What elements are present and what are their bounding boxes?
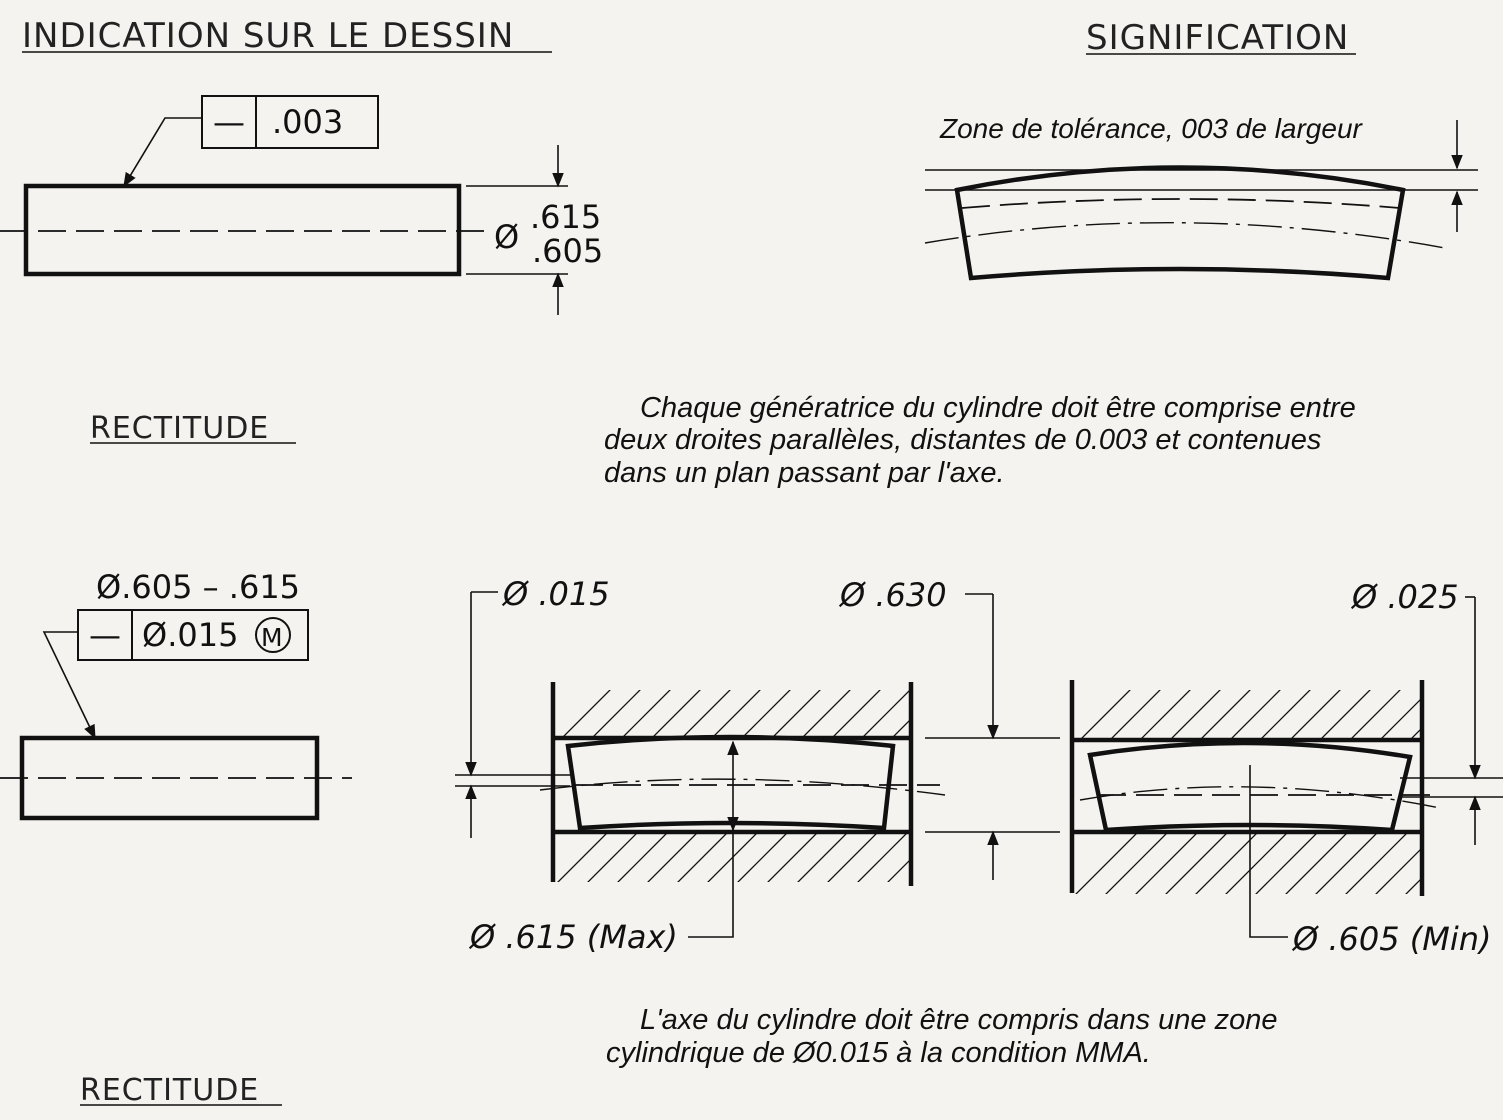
gauge-left-bent-part bbox=[565, 734, 896, 831]
gauge-right-hatch-bottom bbox=[1075, 832, 1422, 894]
s2-feature-control-frame: — Ø.015 M bbox=[77, 609, 309, 661]
gauge-left-part-axis bbox=[539, 778, 946, 796]
s2-size-label: Ø.605 – .615 bbox=[96, 568, 300, 606]
max-leader bbox=[688, 830, 734, 938]
s1-diameter-lower: .605 bbox=[532, 232, 603, 270]
straightness-symbol: — bbox=[213, 103, 245, 141]
gauge-left bbox=[539, 682, 946, 886]
gauge-diameter-label: Ø .630 bbox=[838, 576, 947, 614]
mmc-modifier-circle bbox=[255, 617, 291, 653]
gauge-right bbox=[1069, 680, 1441, 896]
s2-rectitude-label: RECTITUDE bbox=[80, 1073, 259, 1108]
s1-zone-label: Zone de tolérance, 003 de largeur bbox=[939, 113, 1364, 144]
s1-cylinder-part bbox=[23, 183, 462, 277]
s2-straightness-symbol: — bbox=[89, 616, 121, 654]
s1-description-line3: dans un plan passant par l'axe. bbox=[604, 457, 1005, 489]
s1-rectitude-label: RECTITUDE bbox=[90, 411, 269, 446]
s2-description-line2: cylindrique de Ø0.015 à la condition MMA… bbox=[606, 1037, 1151, 1069]
s2-tolerance-value: Ø.015 bbox=[142, 616, 238, 654]
s1-description-line1: Chaque génératrice du cylindre doit être… bbox=[640, 392, 1356, 424]
header-indication: INDICATION SUR LE DESSIN bbox=[22, 16, 514, 56]
mmc-modifier-letter: M bbox=[261, 623, 283, 652]
s1-description: Chaque génératrice du cylindre doit être… bbox=[604, 392, 1356, 489]
s2-leader-arrow bbox=[42, 631, 96, 740]
zone-min-diameter-label: Ø .025 bbox=[1350, 578, 1459, 616]
gauge-right-hatch-top bbox=[1081, 690, 1422, 738]
max-diameter-label: Ø .615 (Max) bbox=[468, 918, 678, 956]
min-leader bbox=[1249, 765, 1288, 938]
s1-leader-arrow bbox=[123, 117, 202, 188]
s1-description-line2: deux droites parallèles, distantes de 0.… bbox=[604, 424, 1321, 456]
zone-diameter-label: Ø .015 bbox=[501, 575, 610, 613]
header-signification: SIGNIFICATION bbox=[1086, 18, 1349, 58]
s1-tolerance-value: .003 bbox=[272, 103, 343, 141]
s2-description: L'axe du cylindre doit être compris dans… bbox=[606, 1004, 1277, 1069]
s1-meaning-dash bbox=[961, 198, 1401, 209]
s1-bent-axis bbox=[924, 221, 1446, 249]
s2-description-line1: L'axe du cylindre doit être compris dans… bbox=[640, 1004, 1277, 1036]
gauge-left-hatch-bottom bbox=[557, 832, 913, 882]
s1-diameter-symbol: Ø bbox=[494, 218, 519, 256]
s1-feature-control-frame: — .003 bbox=[201, 95, 379, 149]
gauge-right-part-axis bbox=[1079, 786, 1441, 809]
gauge-left-hatch-top bbox=[561, 690, 913, 738]
s1-diameter-upper: .615 bbox=[530, 198, 601, 236]
gauge-right-bent-part bbox=[1087, 740, 1413, 833]
s1-bent-cylinder bbox=[954, 165, 1406, 281]
min-diameter-label: Ø .605 (Min) bbox=[1291, 920, 1492, 958]
